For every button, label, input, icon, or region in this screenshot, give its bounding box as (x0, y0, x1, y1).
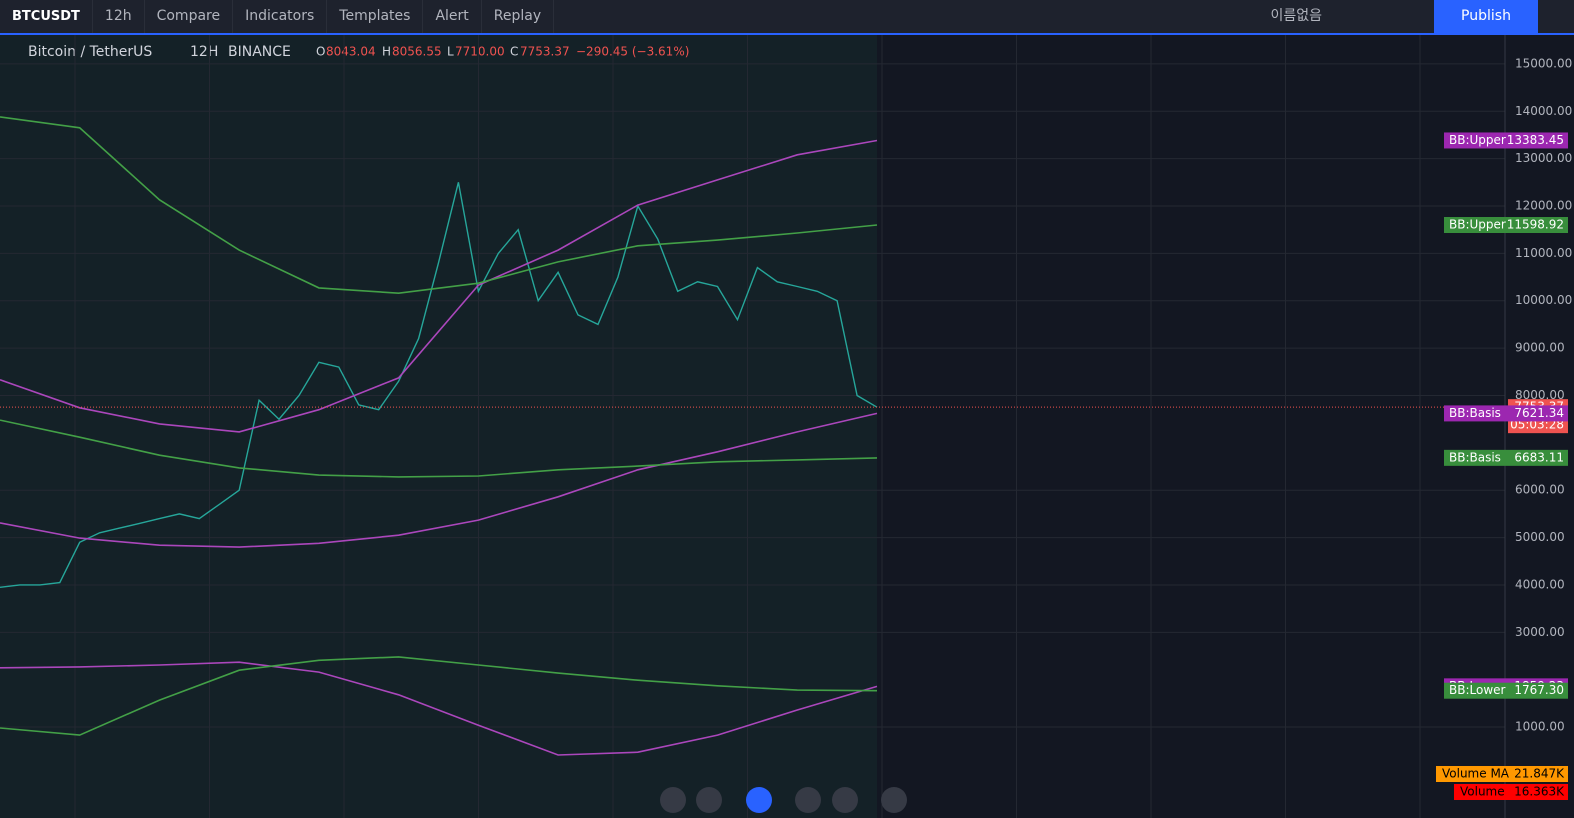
price-label-bg (1444, 132, 1568, 149)
toolbar-item[interactable]: Templates (327, 0, 424, 33)
price-label-bg (1444, 216, 1568, 233)
price-label: BB:Basis 7621.34 (1444, 405, 1568, 422)
price-label-name: BB:Basis (1449, 450, 1501, 464)
price-label-bg (1444, 449, 1568, 466)
price-label-name: BB:Upper (1449, 133, 1506, 147)
toolbar: BTCUSDT 12h Compare Indicators Templates… (0, 0, 1574, 35)
volume-label-bg (1454, 784, 1568, 800)
y-tick-label: 10000.00 (1515, 293, 1572, 307)
layout-name[interactable]: 이름없음 (1270, 8, 1322, 24)
chart: Bitcoin / TetherUS 12H BINANCE O 8043.04… (0, 35, 1572, 818)
volume-label-value: 21.847K (1514, 767, 1565, 781)
legend-key: O (316, 45, 325, 59)
indicator-line (0, 116, 878, 295)
price-label: BB:Basis 6683.11 (1444, 449, 1568, 466)
scroll-left[interactable] (795, 787, 821, 813)
legend-value: 7710.00 (455, 45, 505, 59)
legend-value: 7753.37 (520, 45, 570, 59)
price-label-value: 7621.34 (1514, 406, 1564, 420)
price-label-value: 11598.92 (1507, 217, 1564, 231)
price-label-name: BB:Basis (1449, 406, 1501, 420)
volume-label-name: Volume (1460, 785, 1505, 799)
y-tick-label: 6000.00 (1515, 483, 1565, 497)
zoom-out[interactable] (660, 787, 686, 813)
legend-key: L (447, 45, 454, 59)
legend-interval: 12H (190, 44, 218, 60)
price-label-value: 1767.30 (1514, 683, 1564, 697)
y-tick-label: 12000.00 (1515, 199, 1572, 213)
legend-value: 8043.04 (326, 45, 376, 59)
price-label: BB:Upper 13383.45 (1444, 132, 1568, 149)
y-tick-label: 11000.00 (1515, 246, 1572, 260)
y-tick-label: 4000.00 (1515, 577, 1565, 591)
price-label-value: 6683.11 (1514, 450, 1564, 464)
price-label-name: BB:Lower (1449, 683, 1506, 697)
y-tick-label: 13000.00 (1515, 151, 1572, 165)
data-range-bg (0, 35, 877, 818)
legend-value: 8056.55 (392, 45, 442, 59)
interval[interactable]: 12h (93, 0, 145, 33)
legend-key: H (382, 45, 391, 59)
y-tick-label: 14000.00 (1515, 104, 1572, 118)
indicator-line (0, 139, 878, 433)
nav-buttons (660, 787, 907, 813)
price-line (0, 182, 878, 588)
y-tick-label: 15000.00 (1515, 56, 1572, 70)
toolbar-item[interactable]: Alert (423, 0, 482, 33)
legend-exchange: BINANCE (228, 44, 291, 60)
indicator-line (0, 656, 878, 736)
indicator-line (0, 412, 878, 548)
y-tick-label: 3000.00 (1515, 625, 1565, 639)
volume-label-name: Volume MA (1442, 767, 1510, 781)
y-tick-label: 1000.00 (1515, 720, 1565, 734)
reset-scale[interactable] (881, 787, 907, 813)
price-label-bg (1444, 405, 1568, 422)
legend-key: C (510, 45, 518, 59)
zoom-in[interactable] (696, 787, 722, 813)
indicator-line (0, 661, 878, 756)
indicator-line (0, 419, 878, 478)
price-label: BB:Lower 1767.30 (1444, 682, 1568, 699)
toolbar-item[interactable]: Replay (482, 0, 555, 33)
publish-button[interactable]: Publish (1434, 0, 1538, 33)
legend: Bitcoin / TetherUS 12H BINANCE O 8043.04… (28, 44, 689, 60)
price-label-value: 13383.45 (1507, 133, 1564, 147)
legend-change: −290.45 (−3.61%) (576, 45, 689, 59)
legend-title: Bitcoin / TetherUS (28, 44, 152, 60)
volume-label-value: 16.363K (1514, 785, 1565, 799)
symbol[interactable]: BTCUSDT (0, 0, 93, 33)
y-tick-label: 8000.00 (1515, 388, 1565, 402)
price-label: BB:Upper 11598.92 (1444, 216, 1568, 233)
reset-view[interactable] (746, 787, 772, 813)
toolbar-item[interactable]: Compare (145, 0, 234, 33)
price-label-name: BB:Upper (1449, 217, 1506, 231)
scroll-right[interactable] (832, 787, 858, 813)
y-tick-label: 5000.00 (1515, 530, 1565, 544)
toolbar-item[interactable]: Indicators (233, 0, 328, 33)
volume-label-bg (1436, 766, 1568, 782)
price-label-bg (1444, 682, 1568, 699)
y-tick-label: 9000.00 (1515, 341, 1565, 355)
